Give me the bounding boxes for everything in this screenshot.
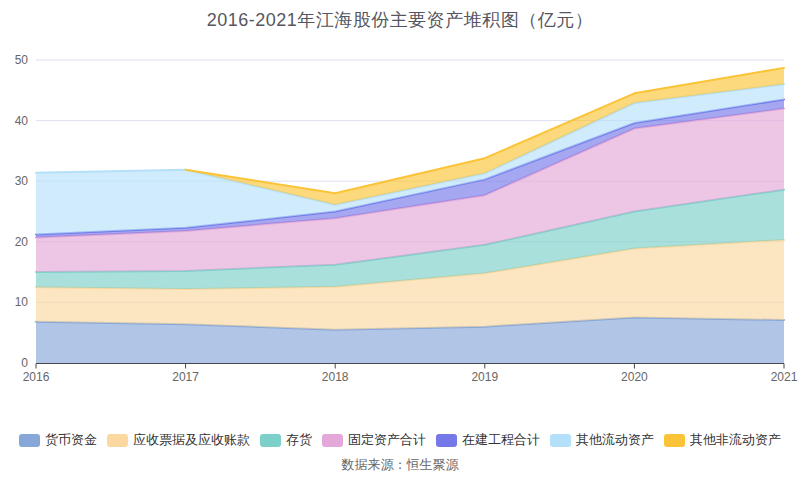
legend-swatch-monetary-funds — [19, 434, 40, 447]
legend-item-receivables[interactable]: 应收票据及应收账款 — [107, 431, 250, 449]
x-axis-label: 2021 — [771, 370, 798, 384]
y-axis-label: 20 — [15, 235, 29, 249]
legend-swatch-other-current-assets — [550, 434, 571, 447]
legend-item-fixed-assets[interactable]: 固定资产合计 — [322, 431, 426, 449]
chart-legend: 货币资金 应收票据及应收账款 存货 固定资产合计 在建工程合计 其他流动资产 其… — [0, 431, 800, 449]
legend-swatch-construction-in-progress — [436, 434, 457, 447]
legend-item-inventory[interactable]: 存货 — [260, 431, 312, 449]
y-axis-label: 10 — [15, 295, 29, 309]
legend-swatch-fixed-assets — [322, 434, 343, 447]
legend-swatch-inventory — [260, 434, 281, 447]
legend-item-other-current-assets[interactable]: 其他流动资产 — [550, 431, 654, 449]
y-axis-label: 40 — [15, 114, 29, 128]
legend-swatch-receivables — [107, 434, 128, 447]
legend-item-other-non-current-assets[interactable]: 其他非流动资产 — [664, 431, 781, 449]
legend-item-construction-in-progress[interactable]: 在建工程合计 — [436, 431, 540, 449]
x-axis-label: 2019 — [471, 370, 498, 384]
legend-item-monetary-funds[interactable]: 货币资金 — [19, 431, 97, 449]
x-axis-label: 2016 — [23, 370, 50, 384]
x-axis-label: 2020 — [621, 370, 648, 384]
x-axis-label: 2018 — [322, 370, 349, 384]
data-source-caption: 数据来源：恒生聚源 — [0, 456, 800, 474]
x-axis-label: 2017 — [172, 370, 199, 384]
legend-swatch-other-non-current-assets — [664, 434, 685, 447]
y-axis-label: 50 — [15, 53, 29, 67]
y-axis-label: 30 — [15, 174, 29, 188]
y-axis-label: 0 — [21, 356, 28, 370]
stacked-area-plot[interactable]: 0 10 20 30 40 50 2016 2017 2018 2019 2020 2021 — [0, 0, 800, 420]
stacked-area-chart-card: 2016-2021年江海股份主要资产堆积图（亿元） 01020304050201… — [0, 0, 800, 501]
